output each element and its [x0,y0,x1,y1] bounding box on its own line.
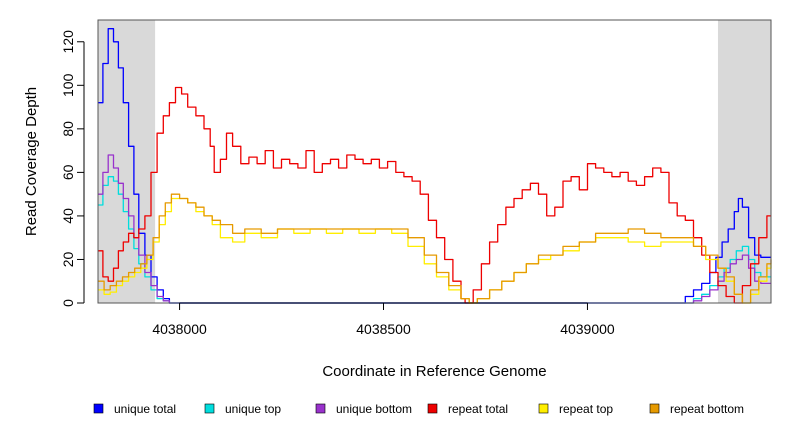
y-tick-label: 100 [60,73,76,97]
y-tick-label: 20 [60,251,76,267]
series-line-unique-total [98,28,771,304]
y-tick-label: 60 [60,164,76,180]
legend-swatch-repeat-bottom [649,403,660,414]
y-axis: 0 20 40 60 80 100 120 [60,30,85,307]
legend-swatch-repeat-total [427,403,438,414]
y-tick-label: 40 [60,208,76,224]
shaded-region-1 [98,20,156,303]
legend-label-unique-top: unique top [225,402,281,416]
plot-border [97,19,772,304]
series-line-repeat-top [98,197,772,304]
legend-label-repeat-total: repeat total [448,402,508,416]
shaded-region-2 [717,20,771,303]
legend-label-repeat-top: repeat top [559,402,613,416]
x-axis-label: Coordinate in Reference Genome [322,363,546,380]
series-line-repeat-bottom [98,193,772,304]
legend-swatch-unique-total [93,403,104,414]
shaded-regions [98,20,771,303]
legend: unique total unique top unique bottom repea… [93,402,744,416]
series-line-repeat-total [98,86,771,304]
series-line-unique-bottom [98,154,771,304]
legend-label-unique-total: unique total [114,402,176,416]
legend-swatch-unique-bottom [315,403,326,414]
y-axis-label: Read Coverage Depth [23,87,40,236]
y-tick-label: 0 [60,299,76,307]
x-tick-label: 4039000 [560,321,615,337]
legend-swatch-unique-top [204,403,215,414]
series-lines [98,28,772,304]
x-tick-label: 4038000 [152,321,207,337]
x-tick-label: 4038500 [356,321,411,337]
y-tick-label: 80 [60,121,76,137]
series-line-unique-top [98,176,771,304]
x-axis: 4038000 4038500 4039000 [152,302,615,337]
y-tick-label: 120 [60,30,76,54]
legend-label-repeat-bottom: repeat bottom [670,402,744,416]
legend-swatch-repeat-top [538,403,549,414]
legend-label-unique-bottom: unique bottom [336,402,412,416]
